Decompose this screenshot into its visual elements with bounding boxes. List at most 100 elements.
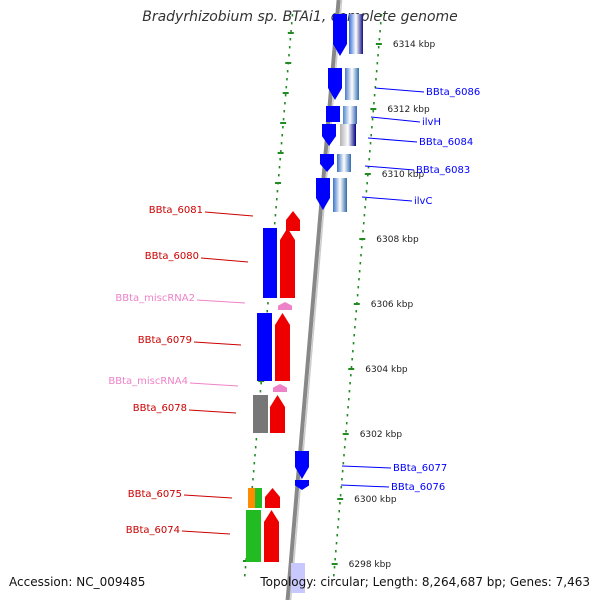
left-dot-track bbox=[286, 78, 288, 81]
leader-line bbox=[364, 165, 415, 171]
gene-block-6078a[interactable] bbox=[253, 395, 268, 433]
gene-block-6074b[interactable] bbox=[264, 510, 279, 562]
right-dot-track bbox=[341, 478, 343, 481]
right-dot-track bbox=[369, 142, 372, 145]
left-dot-track bbox=[288, 54, 290, 57]
gene-label-left[interactable]: BBta_6079 bbox=[138, 335, 192, 346]
kbp-label: 6310 kbp bbox=[382, 170, 425, 180]
topology-text: Topology: circular; Length: 8,264,687 bp… bbox=[260, 575, 590, 589]
gene-label-left[interactable]: BBta_miscRNA2 bbox=[115, 293, 195, 304]
leader-line bbox=[370, 116, 421, 123]
right-dot-track bbox=[344, 438, 347, 441]
right-dot-track bbox=[333, 574, 335, 577]
gene-label-left[interactable]: BBta_miscRNA4 bbox=[108, 376, 188, 387]
right-dot-track bbox=[334, 558, 336, 561]
right-dot-track bbox=[337, 526, 339, 529]
right-dot-track bbox=[374, 86, 377, 89]
left-dot-track bbox=[281, 134, 284, 137]
left-dot-track bbox=[280, 142, 283, 145]
left-dot-track bbox=[244, 574, 246, 577]
gene-block-6075[interactable] bbox=[265, 488, 280, 508]
right-dot-track bbox=[360, 254, 362, 257]
gene-block-ilvh[interactable] bbox=[326, 106, 340, 122]
gene-block-top[interactable] bbox=[349, 14, 363, 54]
leader-line bbox=[374, 87, 425, 93]
gene-block-6074a[interactable] bbox=[246, 510, 261, 562]
gene-block-6084b[interactable] bbox=[340, 124, 356, 146]
left-dot-track bbox=[283, 110, 286, 113]
gene-label-right[interactable]: BBta_6084 bbox=[419, 137, 473, 148]
right-dot-track bbox=[377, 46, 380, 49]
gene-block-6080a[interactable] bbox=[263, 228, 277, 298]
gene-block-6084[interactable] bbox=[322, 124, 336, 146]
gene-block-6083b[interactable] bbox=[337, 154, 351, 172]
right-dot-track bbox=[352, 350, 354, 353]
gene-block-6080b[interactable] bbox=[280, 228, 295, 298]
right-dot-track bbox=[358, 270, 361, 273]
left-dot-track bbox=[267, 302, 269, 305]
right-dot-track bbox=[362, 230, 364, 233]
right-dot-track bbox=[377, 54, 379, 57]
right-dot-track bbox=[375, 78, 377, 81]
gene-block-6076[interactable] bbox=[295, 480, 309, 490]
right-dot-track bbox=[337, 518, 340, 521]
right-dot-track bbox=[378, 38, 381, 41]
misc-rna-4[interactable] bbox=[273, 384, 287, 392]
right-dot-track bbox=[354, 326, 356, 329]
gene-label-left[interactable]: BBta_6075 bbox=[128, 489, 182, 500]
right-dot-track bbox=[366, 182, 368, 185]
gene-block-6075-orange[interactable] bbox=[248, 488, 255, 508]
left-dot-track bbox=[275, 198, 278, 201]
left-dot-track bbox=[274, 214, 277, 217]
gene-block-6075-green[interactable] bbox=[255, 488, 262, 508]
right-dot-track bbox=[365, 190, 368, 193]
gene-block-6086b[interactable] bbox=[345, 68, 359, 100]
right-dot-track bbox=[367, 166, 370, 169]
left-dot-track bbox=[273, 222, 276, 225]
gene-label-right[interactable]: ilvH bbox=[422, 117, 441, 128]
accession-text: Accession: NC_009485 bbox=[9, 575, 146, 589]
gene-label-left[interactable]: BBta_6074 bbox=[126, 525, 180, 536]
left-dot-track bbox=[288, 46, 291, 49]
kbp-label: 6304 kbp bbox=[365, 365, 408, 375]
right-dot-track bbox=[351, 358, 353, 361]
gene-block-ilvc[interactable] bbox=[316, 178, 330, 210]
gene-block-6083[interactable] bbox=[320, 154, 334, 172]
gene-block-6079b[interactable] bbox=[275, 313, 290, 381]
gene-label-right[interactable]: BBta_6076 bbox=[391, 482, 445, 493]
left-dot-track bbox=[276, 190, 279, 193]
gene-block-6079a[interactable] bbox=[257, 313, 272, 381]
left-dot-track bbox=[254, 446, 257, 449]
right-dot-track bbox=[347, 406, 349, 409]
gene-block-6081[interactable] bbox=[286, 211, 300, 231]
gene-block-bottom[interactable] bbox=[291, 563, 305, 593]
left-dot-track bbox=[260, 382, 262, 385]
gene-label-left[interactable]: BBta_6081 bbox=[149, 205, 203, 216]
map-title: Bradyrhizobium sp. BTAi1, complete genom… bbox=[142, 9, 458, 25]
leader-line bbox=[181, 530, 231, 535]
gene-block-ilvc-b[interactable] bbox=[333, 178, 347, 212]
left-dot-track bbox=[290, 22, 293, 25]
right-dot-track bbox=[342, 462, 345, 465]
kbp-label: 6300 kbp bbox=[354, 495, 397, 505]
gene-label-right[interactable]: BBta_6086 bbox=[426, 87, 480, 98]
gene-block-6078b[interactable] bbox=[270, 395, 285, 433]
right-dot-track bbox=[349, 382, 351, 385]
gene-label-left[interactable]: BBta_6078 bbox=[133, 403, 187, 414]
gene-label-right[interactable]: BBta_6077 bbox=[393, 463, 447, 474]
left-dot-track bbox=[275, 206, 277, 209]
left-dot-track bbox=[279, 158, 281, 161]
gene-block-6077[interactable] bbox=[295, 451, 309, 479]
misc-rna-2[interactable] bbox=[278, 302, 292, 310]
right-dot-track bbox=[379, 22, 382, 25]
gene-label-right[interactable]: BBta_6083 bbox=[416, 165, 470, 176]
gene-block-6086[interactable] bbox=[328, 68, 342, 100]
gene-block-top[interactable] bbox=[333, 14, 347, 56]
gene-block-ilvh-b[interactable] bbox=[343, 106, 357, 124]
gene-label-right[interactable]: ilvC bbox=[414, 196, 432, 207]
gene-label-left[interactable]: BBta_6080 bbox=[145, 251, 199, 262]
backbone-line bbox=[285, 0, 341, 600]
right-dot-track bbox=[360, 246, 363, 249]
leader-line bbox=[367, 137, 418, 143]
